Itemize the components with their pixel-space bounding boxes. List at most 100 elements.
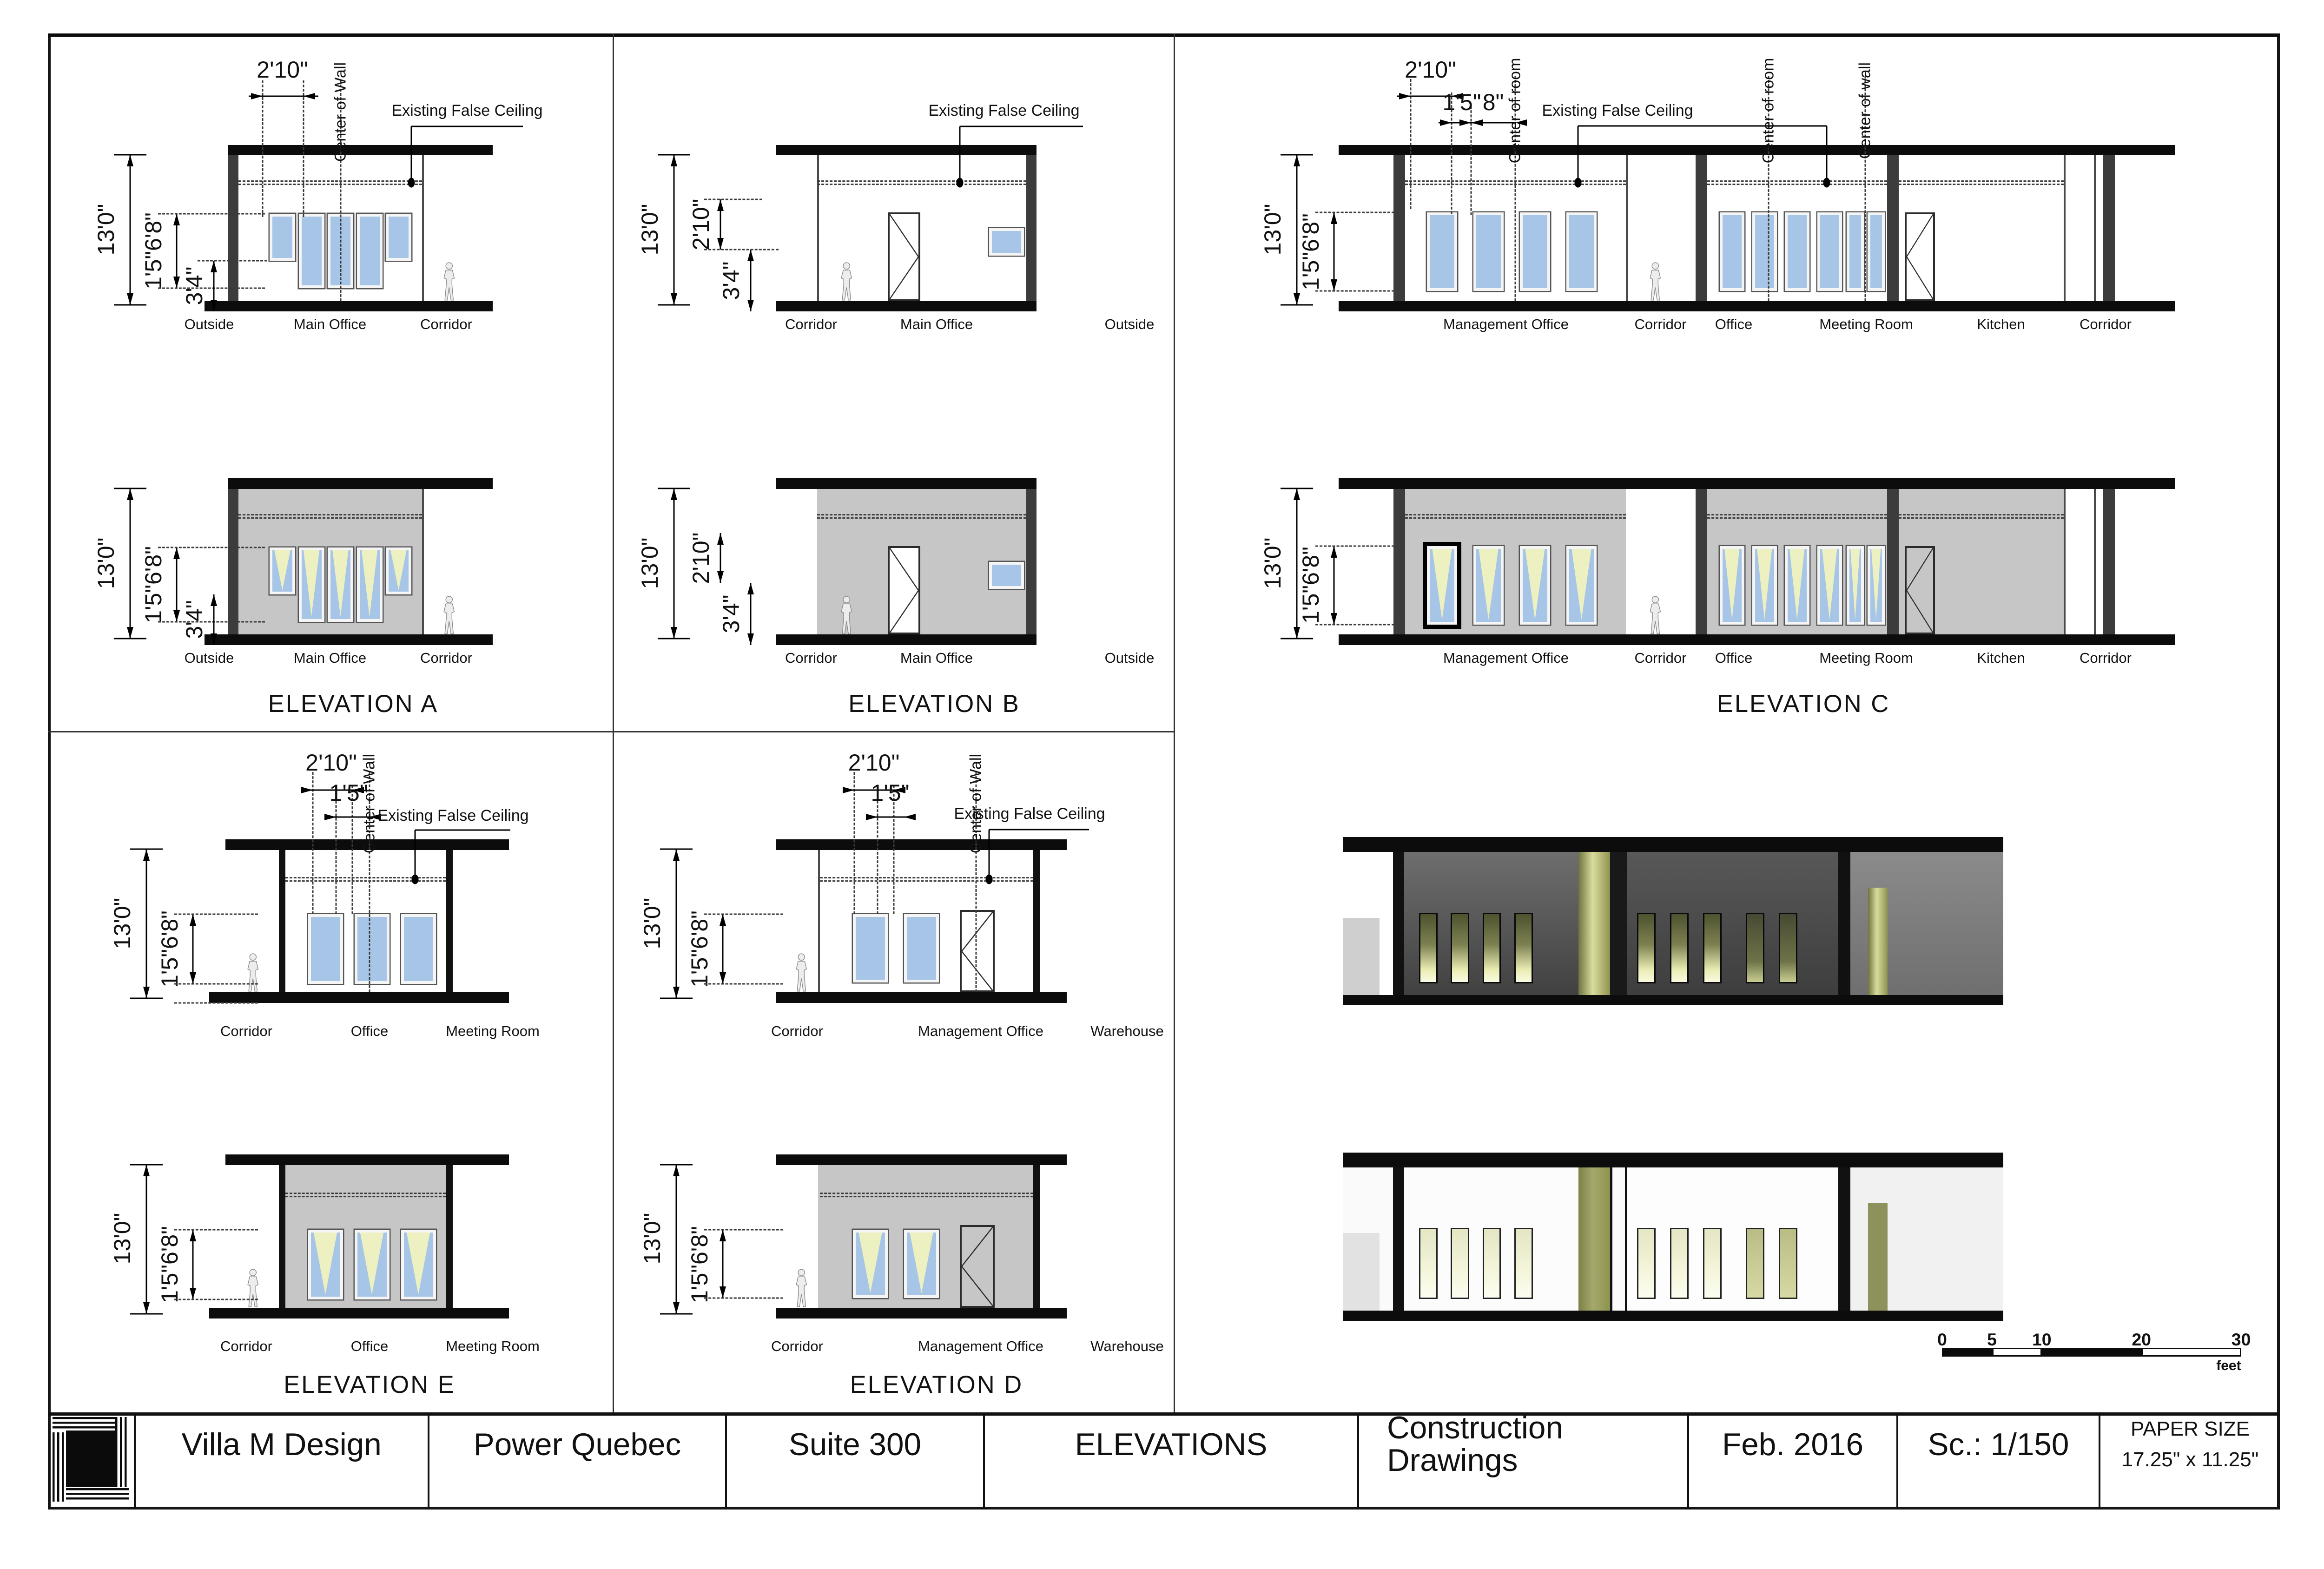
leader-dot bbox=[985, 874, 992, 884]
wall-post bbox=[1887, 489, 1899, 635]
person-figure bbox=[437, 595, 462, 635]
grid-line-horizontal bbox=[47, 731, 1174, 732]
extension-line bbox=[893, 785, 894, 915]
dimension-line bbox=[675, 1164, 677, 1314]
room-label: Corridor bbox=[1634, 316, 1687, 333]
leader-line bbox=[1578, 125, 1827, 127]
wall-post bbox=[446, 850, 453, 993]
dimension-label: 1'5" bbox=[871, 779, 910, 806]
room-label: Kitchen bbox=[1977, 316, 2025, 333]
arrowhead bbox=[1331, 279, 1337, 291]
extension-line bbox=[174, 1229, 258, 1231]
ceiling-slab bbox=[1339, 478, 2175, 489]
render-divider bbox=[1610, 1167, 1627, 1311]
false-ceiling-label: Existing False Ceiling bbox=[391, 101, 543, 119]
tick-line bbox=[130, 848, 163, 850]
extension-line bbox=[704, 1297, 783, 1299]
render-window bbox=[1703, 1228, 1722, 1299]
arrowhead bbox=[671, 154, 677, 166]
tick-line bbox=[660, 1313, 693, 1315]
dimension-label: 1'5"6'8" bbox=[157, 910, 183, 988]
dimension-label: 2'10" bbox=[1405, 56, 1456, 83]
person-figure bbox=[789, 953, 814, 992]
room-label: Outside bbox=[184, 316, 234, 333]
render-door-lit bbox=[1578, 852, 1610, 995]
center-of-wall-line bbox=[975, 771, 977, 993]
render-door-lit bbox=[1578, 1167, 1610, 1311]
render-day bbox=[1343, 1152, 2003, 1321]
dimension-label: 13'0" bbox=[639, 897, 665, 949]
floor-slab bbox=[776, 1307, 1067, 1318]
render-window bbox=[1637, 912, 1656, 983]
false-ceiling-label: Existing False Ceiling bbox=[377, 806, 529, 824]
false-ceiling-line bbox=[238, 180, 422, 185]
door bbox=[1904, 546, 1935, 635]
tick-line bbox=[658, 638, 690, 639]
ceiling-slab bbox=[776, 145, 1037, 156]
wall-post bbox=[1026, 155, 1037, 301]
dimension-line bbox=[145, 849, 147, 999]
wall-post bbox=[1393, 489, 1405, 635]
title-block bbox=[47, 1412, 2280, 1510]
logo-stripe-bottom bbox=[66, 1488, 129, 1502]
arrowhead bbox=[717, 533, 724, 545]
false-ceiling-line bbox=[285, 877, 446, 882]
wall-line bbox=[1625, 155, 1628, 301]
company-logo bbox=[52, 1417, 129, 1502]
dimension-line bbox=[176, 547, 178, 622]
window bbox=[1785, 212, 1809, 291]
tick-line bbox=[658, 304, 690, 306]
arrowhead bbox=[893, 786, 905, 793]
tick-line bbox=[130, 1313, 163, 1315]
dimension-label: 13'0" bbox=[109, 1213, 135, 1265]
leader-line bbox=[411, 125, 523, 127]
window bbox=[1473, 212, 1504, 291]
extension-line bbox=[174, 913, 258, 915]
render-window bbox=[1779, 1228, 1797, 1299]
window bbox=[1817, 546, 1842, 625]
window bbox=[1566, 546, 1597, 625]
extension-line bbox=[877, 800, 878, 915]
scale-tick-label: 20 bbox=[2132, 1330, 2152, 1350]
room-label: Corridor bbox=[785, 649, 837, 666]
room-label: Outside bbox=[1104, 316, 1155, 333]
leader-dot bbox=[411, 874, 418, 884]
room-label: Outside bbox=[184, 649, 234, 666]
dimension-line bbox=[720, 199, 721, 250]
wall-post bbox=[1033, 1165, 1040, 1308]
leader-line bbox=[989, 829, 1089, 831]
dimension-line bbox=[675, 849, 677, 999]
arrowhead bbox=[673, 849, 680, 861]
arrowhead bbox=[190, 914, 196, 926]
arrowhead bbox=[127, 488, 133, 500]
arrowhead bbox=[143, 987, 150, 999]
tick-line bbox=[114, 154, 146, 156]
dimension-line bbox=[302, 789, 360, 791]
leader-line bbox=[988, 829, 990, 880]
extension-line bbox=[704, 198, 762, 200]
center-of-wall-label: Center of Wall bbox=[967, 754, 985, 854]
dimension-label: 13'0" bbox=[92, 537, 119, 589]
title-block-scale: Sc.: 1/150 bbox=[1896, 1412, 2099, 1510]
room-label: Management Office bbox=[1443, 316, 1569, 333]
render-window bbox=[1419, 1228, 1438, 1299]
room-label: Main Office bbox=[293, 649, 367, 666]
floor-slab bbox=[776, 301, 1037, 312]
arrowhead bbox=[1515, 119, 1527, 126]
arrowhead bbox=[1331, 546, 1337, 558]
title-block-paper: PAPER SIZE 17.25" x 11.25" bbox=[2099, 1412, 2280, 1510]
room-label: Management Office bbox=[918, 1022, 1043, 1039]
person-figure bbox=[789, 1268, 814, 1308]
leader-line bbox=[410, 126, 412, 183]
dimension-line bbox=[192, 1229, 194, 1299]
window bbox=[354, 914, 390, 984]
false-ceiling-line bbox=[1899, 514, 2064, 519]
wall-post bbox=[1033, 850, 1040, 993]
window bbox=[386, 214, 411, 261]
window bbox=[904, 1229, 939, 1298]
tick-line bbox=[1281, 154, 1313, 156]
extension-line bbox=[262, 80, 264, 217]
leader-line bbox=[959, 126, 961, 183]
extension-line bbox=[704, 1229, 783, 1231]
dimension-line bbox=[673, 488, 675, 639]
